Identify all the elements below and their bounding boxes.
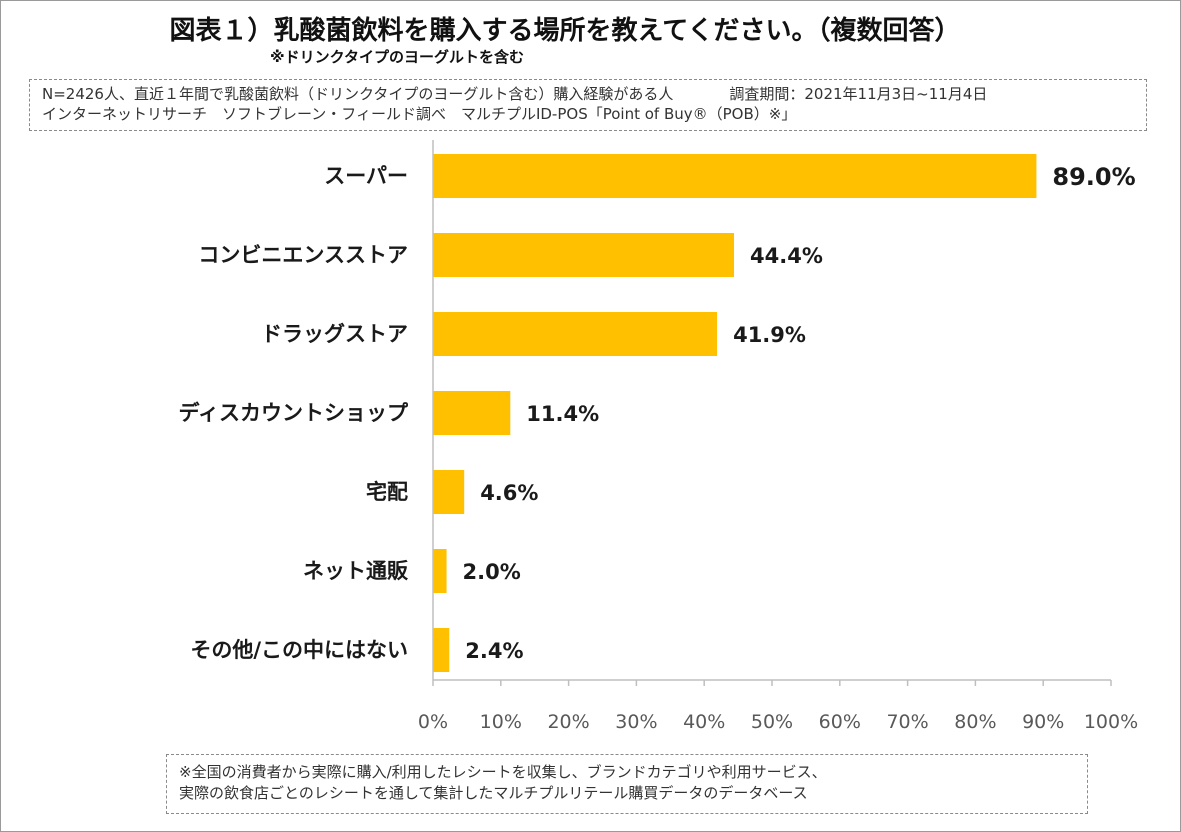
survey-note: N=2426人、直近１年間で乳酸菌飲料（ドリンクタイプのヨーグルト含む）購入経験…: [29, 79, 1147, 131]
bar: [433, 312, 718, 356]
chart-title: 図表１）乳酸菌飲料を購入する場所を教えてください。（複数回答）: [169, 16, 961, 46]
value-label: 44.4%: [750, 244, 823, 268]
bar: [433, 154, 1037, 198]
pob-footnote-line-1: ※全国の消費者から実際に購入/利用したレシートを収集し、ブランドカテゴリや利用サ…: [179, 763, 827, 781]
x-tick-label: 40%: [683, 711, 725, 733]
x-tick-label: 90%: [1022, 711, 1064, 733]
x-tick-label: 100%: [1084, 711, 1138, 733]
bar: [433, 470, 465, 514]
value-label: 11.4%: [526, 402, 599, 426]
survey-period-text: 調査期間：2021年11月3日~11月4日: [729, 85, 988, 103]
category-label: その他/この中にはない: [190, 638, 408, 662]
category-label: ディスカウントショップ: [178, 401, 409, 425]
value-label: 4.6%: [480, 481, 538, 505]
x-tick-label: 30%: [615, 711, 657, 733]
survey-note-line-2: インターネットリサーチ ソフトブレーン・フィールド調べ マルチプルID-POS「…: [42, 105, 797, 123]
x-tick-label: 80%: [954, 711, 996, 733]
x-tick-label: 70%: [886, 711, 928, 733]
pob-footnote: ※全国の消費者から実際に購入/利用したレシートを収集し、ブランドカテゴリや利用サ…: [166, 754, 1088, 814]
value-label: 2.4%: [465, 639, 523, 663]
bar: [433, 628, 450, 672]
x-tick-label: 50%: [751, 711, 793, 733]
survey-sample-text: N=2426人、直近１年間で乳酸菌飲料（ドリンクタイプのヨーグルト含む）購入経験…: [42, 85, 674, 103]
value-label: 2.0%: [463, 560, 521, 584]
category-label: ネット通販: [303, 559, 409, 583]
x-tick-label: 60%: [819, 711, 861, 733]
value-label: 89.0%: [1052, 163, 1135, 191]
category-label: ドラッグストア: [261, 322, 408, 346]
bar: [433, 391, 511, 435]
x-tick-label: 0%: [418, 711, 448, 733]
bar: [433, 549, 447, 593]
survey-note-line-1: N=2426人、直近１年間で乳酸菌飲料（ドリンクタイプのヨーグルト含む）購入経験…: [42, 84, 1134, 104]
x-tick-label: 10%: [480, 711, 522, 733]
category-label: スーパー: [324, 164, 408, 188]
pob-footnote-line-2: 実際の飲食店ごとのレシートを通して集計したマルチプルリテール購買データのデータベ…: [179, 784, 808, 802]
category-label: コンビニエンスストア: [198, 243, 408, 267]
x-tick-label: 20%: [547, 711, 589, 733]
value-label: 41.9%: [733, 323, 806, 347]
bar: [433, 233, 735, 277]
chart-subtitle: ※ドリンクタイプのヨーグルトを含む: [270, 48, 524, 66]
category-label: 宅配: [366, 480, 408, 504]
